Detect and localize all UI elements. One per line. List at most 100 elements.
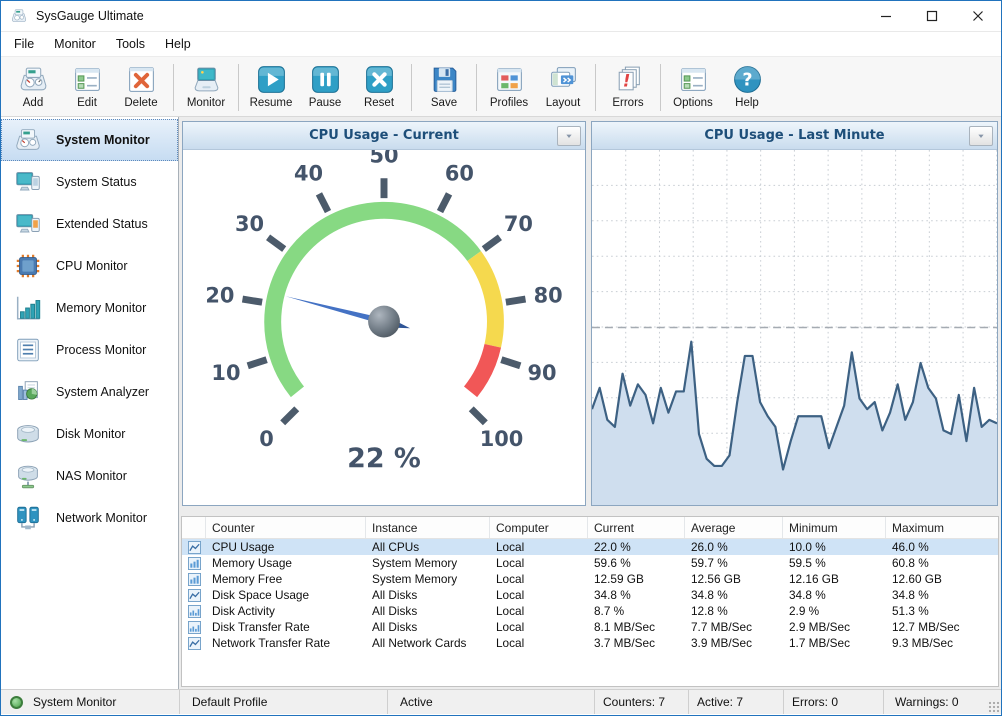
toolbar-button-label: Edit [77, 97, 97, 109]
sidebar-item-cpu-monitor[interactable]: CPU Monitor [1, 245, 178, 287]
svg-text:80: 80 [534, 283, 563, 307]
sidebar-item-label: System Analyzer [56, 385, 149, 399]
chart-bars-icon [182, 573, 206, 586]
cell-instance: All Network Cards [366, 636, 490, 650]
help-button[interactable]: ?Help [720, 62, 774, 109]
table-header-icon-column[interactable] [182, 517, 206, 538]
status-monitor-label: System Monitor [33, 695, 116, 709]
sidebar-item-system-status[interactable]: System Status [1, 161, 178, 203]
chart-panel-menu-button[interactable] [969, 126, 993, 146]
sidebar-item-disk-monitor[interactable]: Disk Monitor [1, 413, 178, 455]
reset-button[interactable]: Reset [352, 62, 406, 109]
sidebar-item-network-monitor[interactable]: Network Monitor [1, 497, 178, 539]
close-button[interactable] [955, 1, 1001, 31]
sidebar-item-extended-status[interactable]: Extended Status [1, 203, 178, 245]
layout-button[interactable]: Layout [536, 62, 590, 109]
sidebar-item-system-monitor[interactable]: System Monitor [1, 119, 178, 161]
menu-tools[interactable]: Tools [106, 34, 155, 54]
cell-average: 12.8 % [685, 604, 783, 618]
cell-instance: All Disks [366, 620, 490, 634]
resize-grip[interactable] [987, 700, 1001, 714]
table-row-cpu-usage[interactable]: CPU UsageAll CPUsLocal22.0 %26.0 %10.0 %… [182, 539, 998, 555]
cell-current: 3.7 MB/Sec [588, 636, 685, 650]
status-counters-segment: Counters: 7 [594, 690, 688, 714]
status-bar: System Monitor Default Profile Active Co… [1, 689, 1001, 714]
gauge-panel-menu-button[interactable] [557, 126, 581, 146]
cell-minimum: 10.0 % [783, 540, 886, 554]
toolbar-button-label: Options [673, 97, 713, 109]
chart-line-icon [182, 637, 206, 650]
table-header-current[interactable]: Current [588, 517, 685, 538]
gauge-panel-body: 010203040506070809010022 % [183, 150, 585, 505]
process-monitor-icon [13, 335, 43, 365]
minimize-button[interactable] [863, 1, 909, 31]
delete-button[interactable]: Delete [114, 62, 168, 109]
minimize-icon [880, 10, 892, 22]
add-button[interactable]: Add [6, 62, 60, 109]
chart-cols-icon [182, 621, 206, 634]
table-header-minimum[interactable]: Minimum [783, 517, 886, 538]
sidebar-item-label: Process Monitor [56, 343, 146, 357]
monitor-button[interactable]: Monitor [179, 62, 233, 109]
toolbar-separator [238, 64, 239, 111]
chevron-down-icon [975, 130, 987, 142]
sidebar-item-system-analyzer[interactable]: System Analyzer [1, 371, 178, 413]
profiles-button[interactable]: Profiles [482, 62, 536, 109]
table-row-disk-activity[interactable]: Disk ActivityAll DisksLocal8.7 %12.8 %2.… [182, 603, 998, 619]
pause-button[interactable]: Pause [298, 62, 352, 109]
table-header-average[interactable]: Average [685, 517, 783, 538]
nas-monitor-icon [13, 461, 43, 491]
svg-text:10: 10 [211, 361, 240, 385]
cell-minimum: 12.16 GB [783, 572, 886, 586]
table-row-disk-space-usage[interactable]: Disk Space UsageAll DisksLocal34.8 %34.8… [182, 587, 998, 603]
table-header-computer[interactable]: Computer [490, 517, 588, 538]
monitor-icon [190, 63, 223, 96]
table-header-counter[interactable]: Counter [206, 517, 366, 538]
sidebar-item-memory-monitor[interactable]: Memory Monitor [1, 287, 178, 329]
cell-current: 8.7 % [588, 604, 685, 618]
cell-minimum: 2.9 MB/Sec [783, 620, 886, 634]
cell-current: 12.59 GB [588, 572, 685, 586]
cell-computer: Local [490, 572, 588, 586]
cell-counter: CPU Usage [206, 540, 366, 554]
content-area: CPU Usage - Current 01020304050607080901… [179, 117, 1001, 689]
menu-help[interactable]: Help [155, 34, 201, 54]
chart-panel-body [592, 150, 997, 505]
chart-line-icon [182, 541, 206, 554]
cell-computer: Local [490, 556, 588, 570]
sidebar-item-process-monitor[interactable]: Process Monitor [1, 329, 178, 371]
toolbar-button-label: Errors [612, 97, 643, 109]
cell-current: 59.6 % [588, 556, 685, 570]
cell-minimum: 2.9 % [783, 604, 886, 618]
options-button[interactable]: Options [666, 62, 720, 109]
edit-button[interactable]: Edit [60, 62, 114, 109]
cell-instance: All CPUs [366, 540, 490, 554]
table-row-memory-free[interactable]: Memory FreeSystem MemoryLocal12.59 GB12.… [182, 571, 998, 587]
sidebar-item-nas-monitor[interactable]: NAS Monitor [1, 455, 178, 497]
resume-button[interactable]: Resume [244, 62, 298, 109]
save-button[interactable]: Save [417, 62, 471, 109]
cell-instance: All Disks [366, 588, 490, 602]
network-monitor-icon [13, 503, 43, 533]
maximize-button[interactable] [909, 1, 955, 31]
errors-icon: ! [612, 63, 645, 96]
sidebar-item-label: Extended Status [56, 217, 148, 231]
toolbar-button-label: Delete [124, 97, 157, 109]
table-row-disk-transfer-rate[interactable]: Disk Transfer RateAll DisksLocal8.1 MB/S… [182, 619, 998, 635]
table-header-instance[interactable]: Instance [366, 517, 490, 538]
cell-maximum: 12.60 GB [886, 572, 999, 586]
svg-text:30: 30 [235, 212, 264, 236]
table-header-maximum[interactable]: Maximum [886, 517, 999, 538]
menu-file[interactable]: File [4, 34, 44, 54]
active-status-dot [10, 696, 23, 709]
cell-counter: Disk Space Usage [206, 588, 366, 602]
errors-button[interactable]: !Errors [601, 62, 655, 109]
cell-current: 34.8 % [588, 588, 685, 602]
menu-monitor[interactable]: Monitor [44, 34, 106, 54]
status-state-segment: Active [387, 690, 594, 714]
toolbar-button-label: Monitor [187, 97, 225, 109]
table-row-network-transfer-rate[interactable]: Network Transfer RateAll Network CardsLo… [182, 635, 998, 651]
cell-maximum: 46.0 % [886, 540, 999, 554]
toolbar-button-label: Save [431, 97, 457, 109]
table-row-memory-usage[interactable]: Memory UsageSystem MemoryLocal59.6 %59.7… [182, 555, 998, 571]
